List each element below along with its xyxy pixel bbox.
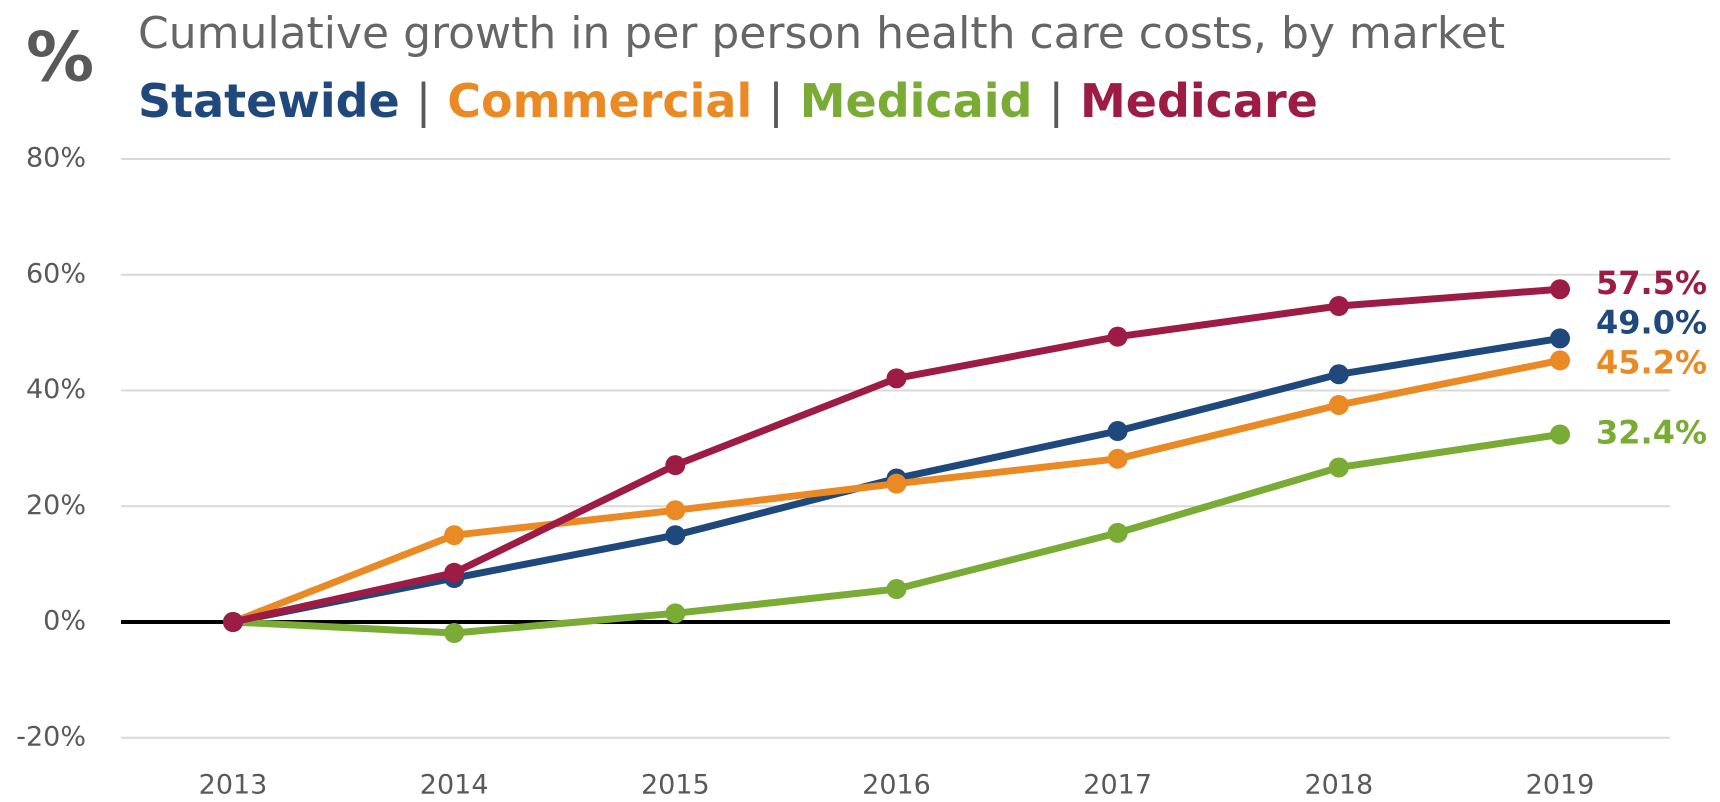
value-label: 57.5% (1596, 264, 1707, 302)
x-tick-label: 2019 (1526, 770, 1595, 801)
y-tick-label: 0% (43, 606, 86, 637)
point (223, 612, 243, 632)
y-tick-label: 40% (26, 374, 86, 405)
legend-entry: Statewide (138, 74, 400, 128)
point (1550, 424, 1570, 445)
legend-separator: | (416, 74, 432, 129)
legend-entry: Commercial (447, 74, 752, 128)
point (886, 368, 907, 389)
legend-separator: | (768, 74, 784, 129)
point (444, 562, 465, 583)
x-tick-label: 2018 (1304, 770, 1373, 801)
point (1107, 326, 1128, 347)
chart-title: Cumulative growth in per person health c… (138, 8, 1505, 59)
units-label: % (26, 19, 94, 98)
point (886, 579, 907, 600)
series-line (232, 285, 1561, 626)
x-tick-label: 2016 (862, 770, 931, 801)
point (1328, 296, 1349, 317)
point (1328, 394, 1349, 415)
y-tick-label: 20% (26, 490, 86, 521)
point (444, 622, 465, 643)
y-tick-label: -20% (16, 721, 86, 752)
point (1107, 421, 1128, 442)
y-tick-label: 60% (26, 258, 86, 289)
point (444, 525, 465, 546)
point (1328, 364, 1349, 385)
point (1328, 457, 1349, 478)
point (1550, 279, 1570, 300)
value-label: 32.4% (1596, 413, 1707, 451)
value-label: 49.0% (1596, 303, 1707, 341)
legend: Statewide | Commercial | Medicaid | Medi… (138, 74, 1318, 129)
legend-entry: Medicaid (800, 74, 1033, 128)
point (665, 500, 686, 521)
point (665, 455, 686, 476)
point (886, 473, 907, 494)
point (1107, 522, 1128, 543)
series-line (232, 431, 1561, 637)
point (665, 603, 686, 624)
point (1107, 448, 1128, 469)
point (1550, 350, 1570, 371)
legend-separator: | (1048, 74, 1064, 129)
point (1550, 328, 1570, 349)
x-tick-label: 2015 (641, 770, 710, 801)
x-tick-label: 2017 (1083, 770, 1152, 801)
y-tick-label: 80% (26, 143, 86, 174)
legend-entry: Medicare (1080, 74, 1318, 128)
point (665, 525, 686, 546)
value-label: 45.2% (1596, 343, 1707, 381)
x-tick-label: 2014 (420, 770, 489, 801)
x-tick-label: 2013 (199, 770, 268, 801)
